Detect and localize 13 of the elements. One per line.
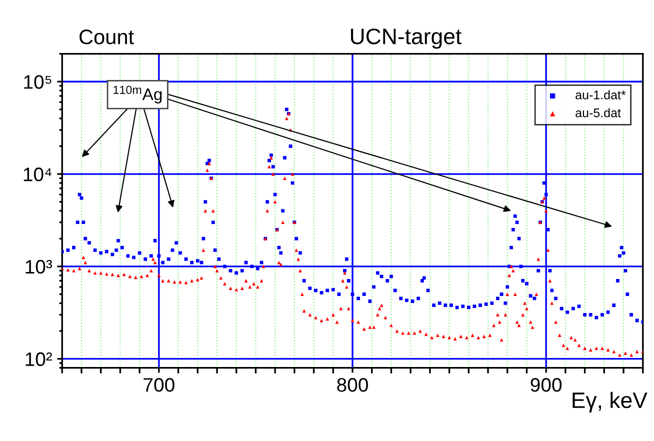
legend-label: au-5.dat [576, 108, 621, 118]
y-tick-label: 10⁴ [24, 167, 52, 182]
y-tick-label: 10² [26, 352, 52, 366]
x-tick-label: 900 [530, 378, 562, 392]
chart-title: UCN-target [351, 28, 462, 49]
annotation: $^{110m}$Ag [114, 86, 162, 104]
x-tick-label: 800 [337, 378, 368, 392]
legend-label: au-1.dat* [576, 90, 626, 100]
y-axis-title: Count [80, 30, 134, 44]
y-tick-label: 10⁵ [24, 75, 52, 89]
x-axis-title: Eγ, keV [572, 392, 648, 413]
y-tick-label: 10³ [26, 260, 52, 274]
x-tick-label: 700 [144, 378, 174, 392]
